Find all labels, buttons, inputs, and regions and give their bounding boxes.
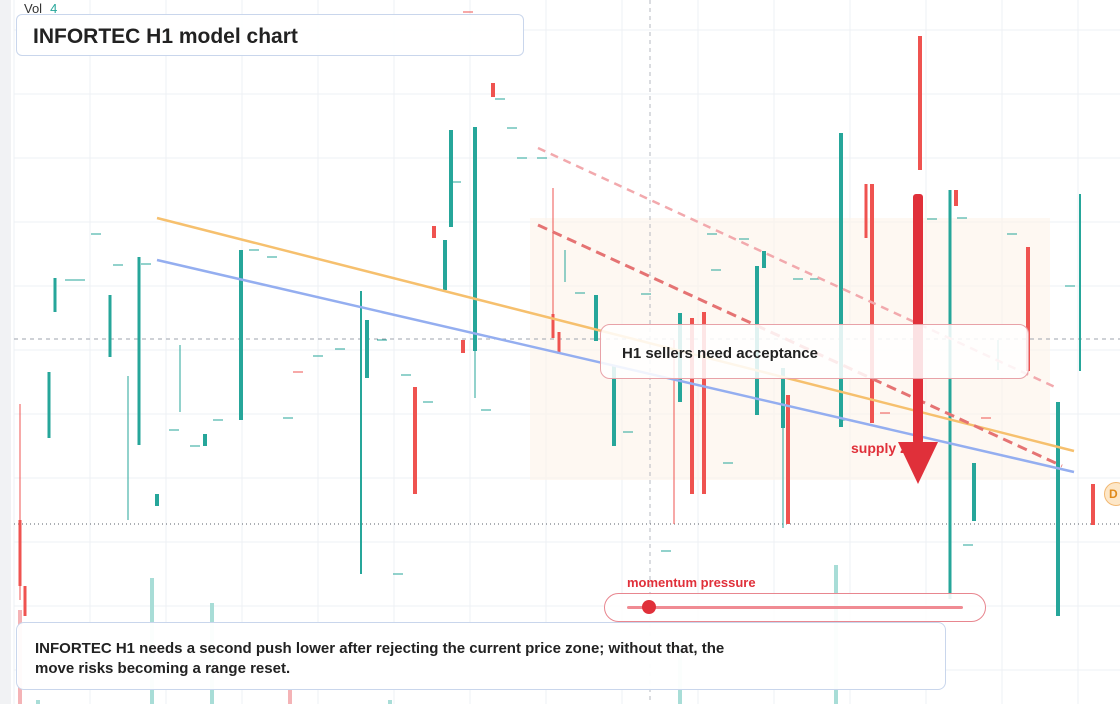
candle-body	[449, 130, 453, 227]
candle-body	[53, 278, 57, 312]
down-arrow-shaft	[913, 194, 923, 444]
candle-body	[127, 376, 129, 386]
candle-body	[594, 295, 598, 341]
candle-body	[108, 295, 112, 357]
supply-zone-label: supply zone	[851, 440, 932, 456]
candle-body	[491, 83, 495, 97]
candle-body	[365, 320, 369, 378]
candle-body	[360, 291, 362, 574]
candle-body	[918, 36, 922, 170]
momentum-label: momentum pressure	[627, 575, 756, 590]
candle-body	[781, 368, 785, 428]
volume-bar	[388, 700, 392, 704]
candle-body	[432, 226, 436, 238]
candle-body	[179, 345, 181, 350]
candle-body	[1056, 402, 1060, 616]
candle-body	[839, 133, 843, 427]
candle-body	[864, 184, 868, 238]
momentum-track	[627, 606, 963, 609]
acceptance-label: H1 sellers need acceptance	[622, 345, 818, 362]
candle-body	[1079, 194, 1081, 371]
candle-body	[1091, 484, 1095, 525]
candle-body	[155, 494, 159, 506]
candle-body	[557, 332, 561, 354]
chart-title-card: INFORTEC H1 model chart	[16, 14, 524, 56]
candle-body	[954, 190, 958, 206]
volume-bar	[288, 690, 292, 704]
candle-body	[443, 240, 447, 290]
candle-body	[47, 372, 51, 438]
chart-title: INFORTEC H1 model chart	[33, 25, 298, 48]
acceptance-callout: H1 sellers need acceptance	[600, 324, 1029, 379]
price-tag-letter: D	[1109, 487, 1118, 501]
candle-body	[1026, 247, 1030, 371]
candle-body	[137, 257, 141, 445]
price-tag-badge: D	[1104, 482, 1120, 506]
candle-body	[564, 250, 566, 255]
candle-body	[551, 314, 555, 338]
analysis-note-text: INFORTEC H1 needs a second push lower af…	[35, 640, 725, 677]
candle-body	[461, 340, 465, 353]
momentum-gauge	[604, 593, 986, 622]
down-arrow-head	[898, 442, 938, 484]
volume-label: Vol	[24, 1, 43, 16]
candle-body	[612, 366, 616, 446]
volume-bar	[36, 700, 40, 704]
candle-body	[18, 520, 22, 586]
candle-body	[786, 395, 790, 524]
volume-value: 4	[50, 1, 58, 16]
analysis-note: INFORTEC H1 needs a second push lower af…	[16, 622, 946, 690]
candle-body	[690, 318, 694, 494]
candle-body	[762, 251, 766, 268]
volume-legend: Vol 4	[24, 1, 57, 16]
candle-body	[239, 250, 243, 420]
candle-body	[203, 434, 207, 446]
candle-body	[413, 387, 417, 494]
candle-body	[972, 463, 976, 521]
price-scale-strip	[0, 0, 11, 704]
candle-body	[702, 312, 706, 494]
candle-body	[948, 190, 952, 599]
candle-body	[473, 127, 477, 351]
candle-body	[23, 586, 27, 616]
trendline-dashed-light-red	[537, 146, 1056, 389]
momentum-knob	[642, 600, 656, 614]
